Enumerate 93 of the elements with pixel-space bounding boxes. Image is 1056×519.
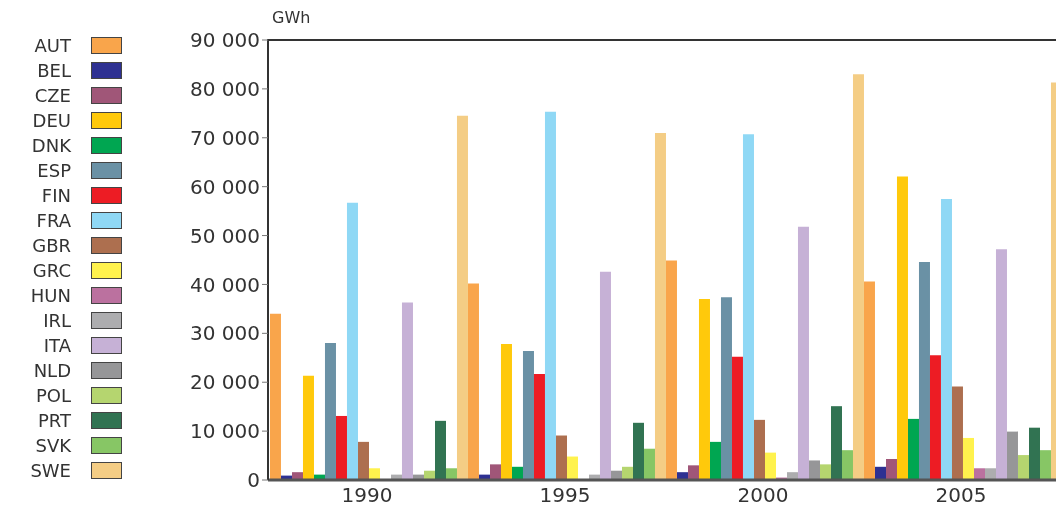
bar xyxy=(731,356,743,480)
bar xyxy=(511,466,523,480)
legend-label: NLD xyxy=(33,360,71,381)
bar xyxy=(786,472,798,480)
bar xyxy=(995,249,1007,480)
bar xyxy=(885,458,897,480)
bar xyxy=(676,472,688,480)
legend-label: GBR xyxy=(32,235,71,256)
legend-label: IRL xyxy=(43,310,71,331)
bar xyxy=(599,271,611,480)
bar xyxy=(863,281,875,480)
bar xyxy=(907,418,919,480)
bar xyxy=(357,441,369,480)
bar xyxy=(1006,431,1018,480)
legend-label: SWE xyxy=(30,460,71,481)
legend-label: DEU xyxy=(32,110,71,131)
x-tick-label: 2005 xyxy=(935,483,987,508)
bar xyxy=(456,115,468,480)
bar xyxy=(753,419,765,480)
legend-label: PRT xyxy=(37,410,71,431)
bar xyxy=(984,468,996,480)
bar xyxy=(445,468,457,480)
legend-label: CZE xyxy=(34,85,71,106)
y-tick-label: 50 000 xyxy=(190,223,260,248)
legend-label: HUN xyxy=(30,285,71,306)
bar xyxy=(467,283,479,480)
bar xyxy=(896,176,908,480)
bar xyxy=(1017,455,1029,480)
bar xyxy=(566,456,578,480)
bar xyxy=(654,132,666,480)
legend-label: ESP xyxy=(37,160,71,181)
legend-label: FIN xyxy=(41,185,71,206)
bar xyxy=(698,299,710,480)
bar xyxy=(621,466,633,480)
bar xyxy=(665,260,677,480)
legend-label: FRA xyxy=(36,210,71,231)
bar xyxy=(1039,450,1051,480)
bar xyxy=(522,350,534,480)
y-tick-label: 10 000 xyxy=(190,419,260,444)
bar xyxy=(797,226,809,480)
bar xyxy=(962,437,974,480)
bar xyxy=(808,460,820,480)
bar xyxy=(709,441,721,480)
bar xyxy=(291,472,303,480)
bar xyxy=(929,355,941,480)
x-tick-label: 1995 xyxy=(539,483,591,508)
bar xyxy=(632,422,644,480)
bar xyxy=(687,465,699,480)
x-tick-label: 1990 xyxy=(341,483,393,508)
y-tick-label: 40 000 xyxy=(190,272,260,297)
bar xyxy=(1028,427,1040,480)
legend-label: DNK xyxy=(31,135,71,156)
bar xyxy=(302,375,314,480)
bar xyxy=(742,134,754,480)
y-tick-label: 30 000 xyxy=(190,321,260,346)
bar xyxy=(324,343,336,480)
legend-label: SVK xyxy=(35,435,71,456)
y-tick-label: 80 000 xyxy=(190,76,260,101)
legend-label: AUT xyxy=(34,35,71,56)
bar xyxy=(951,386,963,480)
bar xyxy=(533,373,545,480)
bar xyxy=(368,468,380,480)
bar xyxy=(852,74,864,480)
legend-label: POL xyxy=(35,385,71,406)
bar xyxy=(544,111,556,480)
bar xyxy=(335,415,347,480)
y-tick-label: 0 xyxy=(247,468,260,493)
bar xyxy=(830,406,842,480)
bar xyxy=(401,302,413,480)
bar xyxy=(555,435,567,480)
bar xyxy=(489,464,501,480)
bar xyxy=(269,313,281,480)
bar xyxy=(819,464,831,480)
bar xyxy=(940,198,952,480)
bar xyxy=(434,420,446,480)
legend-label: ITA xyxy=(43,335,71,356)
bar xyxy=(764,452,776,480)
bar xyxy=(346,202,358,480)
y-axis-title: GWh xyxy=(272,8,311,27)
bar xyxy=(500,344,512,480)
bar xyxy=(643,448,655,480)
y-tick-label: 70 000 xyxy=(190,125,260,150)
y-tick-label: 60 000 xyxy=(190,174,260,199)
x-tick-label: 2000 xyxy=(737,483,789,508)
bar xyxy=(973,468,985,480)
legend-label: BEL xyxy=(37,60,71,81)
bar xyxy=(918,261,930,480)
bar xyxy=(874,466,886,480)
legend-label: GRC xyxy=(32,260,71,281)
bar xyxy=(720,297,732,480)
y-tick-label: 20 000 xyxy=(190,370,260,395)
bar xyxy=(841,450,853,480)
y-tick-label: 90 000 xyxy=(190,28,260,53)
